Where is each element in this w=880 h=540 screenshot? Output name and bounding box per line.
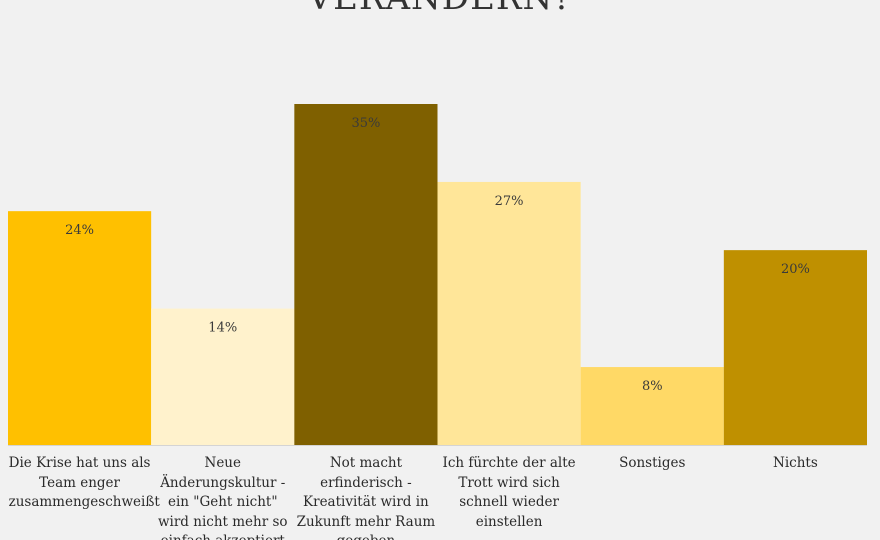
category-label-2: Neue Änderungskultur - ein "Geht nicht" …: [157, 455, 288, 540]
bar-2: [151, 308, 295, 445]
data-label-1: 24%: [65, 223, 94, 238]
bar-3: [294, 104, 438, 445]
category-label-4: Ich fürchte der alte Trott wird sich sch…: [442, 455, 576, 530]
category-label-5: Sonstiges: [619, 455, 686, 471]
category-label-6: Nichts: [773, 455, 818, 471]
bar-5: [580, 367, 724, 445]
category-label-3: Not macht erfinderisch - Kreativität wir…: [296, 455, 436, 540]
data-label-4: 27%: [495, 194, 524, 209]
chart-title: VERÄNDERN?: [0, 0, 880, 18]
data-label-5: 8%: [642, 379, 663, 394]
bar-6: [723, 250, 867, 445]
category-label-1: Die Krise hat uns als Team enger zusamme…: [8, 455, 160, 510]
data-label-3: 35%: [351, 116, 380, 131]
data-label-6: 20%: [781, 262, 810, 277]
bar-4: [437, 181, 581, 445]
data-label-2: 14%: [208, 321, 237, 336]
bar-1: [8, 211, 152, 445]
